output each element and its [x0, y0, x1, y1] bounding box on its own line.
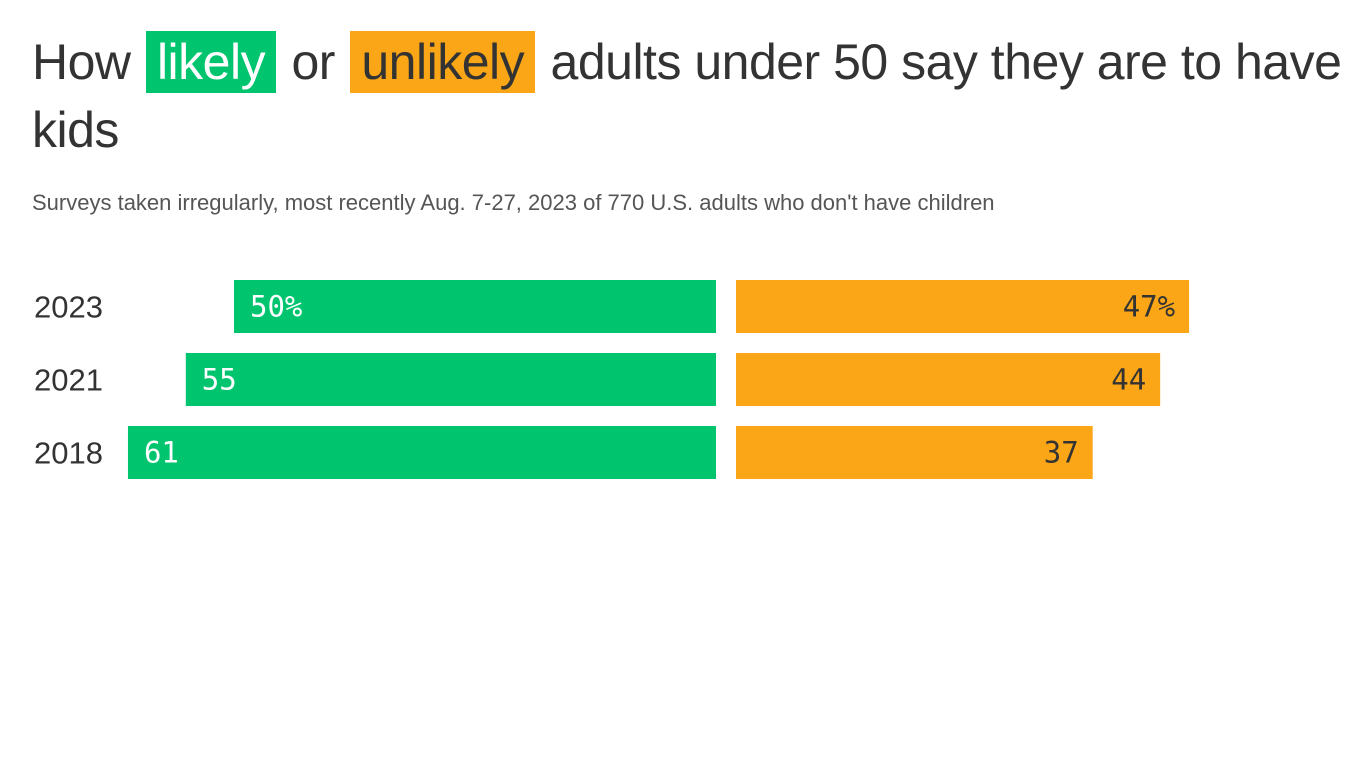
year-label-2018: 2018 — [34, 436, 103, 471]
unlikely-bar-2018 — [736, 426, 1093, 479]
unlikely-value-label-2023: 47% — [1123, 290, 1175, 324]
unlikely-bar-2023 — [736, 280, 1190, 333]
likely-bar-2023 — [234, 280, 716, 333]
title-pre: How — [32, 34, 131, 90]
chart-subtitle: Surveys taken irregularly, most recently… — [32, 190, 995, 215]
title-unlikely-highlight: unlikely — [350, 31, 536, 93]
likely-value-label-2021: 55 — [202, 363, 237, 397]
year-label-2021: 2021 — [34, 363, 103, 398]
year-label-2023: 2023 — [34, 290, 103, 325]
unlikely-value-label-2021: 44 — [1111, 363, 1146, 397]
title-mid: or — [291, 34, 335, 90]
likely-value-label-2018: 61 — [144, 436, 179, 470]
chart-title: How likely or unlikely adults under 50 s… — [32, 28, 1342, 164]
likely-bar-2021 — [185, 353, 717, 406]
title-likely-highlight: likely — [145, 31, 277, 93]
unlikely-value-label-2018: 37 — [1044, 436, 1079, 470]
likely-bar-2018 — [127, 426, 716, 479]
likely-value-label-2023: 50% — [250, 290, 302, 324]
unlikely-bar-2021 — [736, 353, 1161, 406]
title-post: adults under 50 say they are to have kid… — [32, 34, 1342, 158]
